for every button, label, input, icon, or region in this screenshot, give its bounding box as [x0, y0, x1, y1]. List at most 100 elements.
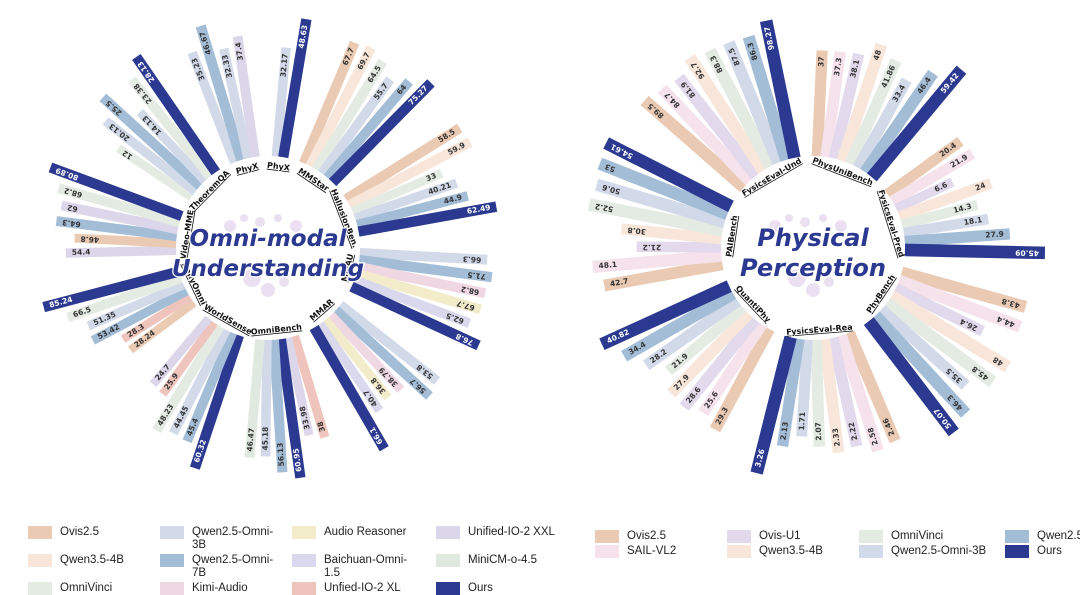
bar-dailyomni-omnivinci: 66.5 — [66, 273, 183, 323]
bar-phybench-sail-vl2: 44.4 — [896, 274, 1023, 333]
legend-swatch — [436, 526, 460, 539]
legend-swatch — [28, 554, 52, 567]
legend-item-baichuan-omni-1-5: Baichuan-Omni-1.5 — [292, 554, 422, 580]
bar-rect — [275, 338, 306, 479]
bar-rect — [169, 327, 231, 436]
legend-label: Kimi-Audio — [192, 582, 248, 594]
bar-rect — [640, 95, 748, 192]
bar-mmau-qwen2-5-omni-7b: 71.5 — [358, 254, 493, 283]
legend-item-audio-reasoner: Audio Reasoner — [292, 526, 422, 552]
bar-value-label: 37.4 — [233, 42, 245, 62]
bar-rect — [128, 76, 215, 180]
bar-rect — [311, 58, 387, 173]
bar-rect — [657, 84, 755, 186]
bar-rect — [332, 306, 433, 400]
bar-value-label: 40.21 — [427, 180, 452, 196]
legend-item-ovis-u1: Ovis-U1 — [727, 530, 845, 543]
bar-rect — [709, 326, 775, 433]
legend-label: Ovis2.5 — [60, 526, 99, 538]
bar-rect — [827, 336, 863, 448]
bar-fysicseval-und-qwen2-5-omni-7b: 86.3 — [742, 34, 792, 162]
bar-rect — [723, 40, 784, 166]
legend-item-omnivinci: OmniVinci — [28, 582, 146, 595]
bar-hallusionben-ours: 62.49 — [357, 201, 498, 237]
center-decoration: Omni-modal Understanding — [171, 178, 365, 318]
bar-hallusionben-qwen2-5-omni-7b: 44.9 — [355, 191, 469, 230]
bar-rect — [86, 280, 186, 331]
bar-phyx-qwen2-5-omni-3b: 32.17 — [271, 47, 291, 157]
bar-rect — [828, 52, 865, 160]
bar-rect — [621, 288, 737, 362]
bar-rect — [750, 335, 797, 475]
bar-rect — [674, 73, 761, 180]
bar-rect — [603, 137, 734, 212]
bar-fysicseval-rea-sail-vl2: 2.58 — [835, 333, 884, 453]
bar-value-label: 2.22 — [847, 421, 860, 441]
legend-item-qwen2-5-omni-7b: Qwen2.5-Omni-7B — [1005, 530, 1080, 543]
legend-item-unified-io-2-xxl: Unified-IO-2 XXL — [436, 526, 566, 552]
bar-rect — [894, 177, 955, 213]
bar-rect — [66, 273, 183, 323]
bar-rect — [900, 199, 979, 230]
bar-rect — [704, 47, 776, 170]
legend-label: Ours — [468, 582, 493, 594]
bar-rect — [904, 243, 1046, 260]
bar-rect — [904, 228, 1011, 248]
bar-rect — [343, 123, 463, 204]
benchmark-fysicseval-und: 89.584.781.992.7 88.3 87.5 86.398.27FysicsE… — [640, 19, 803, 198]
legend-swatch — [160, 554, 184, 567]
bar-video-mme-unified-io-2-xxl: 54.4 — [65, 245, 177, 258]
bar-omnibench-unified-io-2-xxl: 33.98 — [283, 336, 314, 437]
legend-item-ours: Ours — [1005, 545, 1080, 558]
bar-rect — [187, 50, 240, 164]
bar-value-label: 37 — [816, 56, 825, 67]
legend-swatch — [160, 582, 184, 595]
center-title-line: Physical — [757, 224, 869, 252]
bar-rect — [354, 268, 482, 315]
bar-value-label: 68.2 — [460, 284, 480, 297]
legend-label: Unfied-IO-2 XL — [324, 582, 401, 594]
bar-fysicseval-rea-qwen2-5-omni-7b: 2.13 — [776, 338, 805, 447]
bar-value-label: 35.23 — [190, 57, 207, 82]
bar-rect — [357, 201, 498, 237]
legend-swatch — [727, 545, 751, 558]
bar-video-mme-unified-io-2-xxl: 62 — [60, 200, 179, 235]
bar-fysicseval-rea-qwen3-5-4b: 2.33 — [818, 338, 845, 454]
bar-rect — [352, 275, 472, 328]
bar-rect — [189, 333, 244, 470]
bar-rect — [359, 247, 488, 265]
bar-value-label: 48 — [871, 49, 883, 62]
bar-rect — [888, 290, 1012, 373]
bar-rect — [597, 157, 730, 220]
bar-mmau-baichuan-omni-1-5: 62.5 — [352, 275, 472, 328]
bar-rect — [268, 339, 288, 473]
bar-omnibench-qwen2-5-omni-3b: 45.18 — [261, 339, 272, 457]
bar-rect — [244, 339, 265, 458]
bar-rect — [844, 58, 902, 167]
bar-omnibench-qwen2-5-omni-7b: 56.13 — [268, 339, 288, 473]
bar-rect — [120, 293, 193, 343]
bar-omnibench-minicm-o-4-5: 46.47 — [244, 339, 265, 458]
bar-rect — [820, 51, 847, 158]
legend-swatch — [1005, 530, 1029, 543]
benchmark-fysicseval-pred: 20.421.96.6 2414.318.127.945.09FysicsEval… — [876, 136, 1046, 260]
bar-rect — [132, 54, 221, 176]
legend-item-sail-vl2: SAIL-VL2 — [595, 545, 713, 558]
benchmark-label: FysicsEval-Rea — [786, 323, 853, 337]
legend-label: Qwen2.5-Omni-7B — [1037, 530, 1080, 542]
bar-rect — [309, 325, 389, 452]
benchmark-label: OmniBench — [250, 322, 302, 336]
bar-rect — [278, 18, 312, 159]
legend-label: Qwen2.5-Omni-3B — [192, 526, 274, 551]
legend-label: Baichuan-Omni-1.5 — [324, 554, 408, 579]
bar-rect — [74, 233, 177, 248]
bar-value-label: 45.18 — [261, 427, 270, 451]
bar-video-mme-qwen2-5-omni-7b: 64.3 — [55, 216, 178, 242]
bar-rect — [835, 333, 884, 453]
bar-value-label: 53 — [604, 162, 617, 174]
bar-rect — [860, 69, 938, 176]
bar-phyx-ours: 48.63 — [278, 18, 312, 159]
